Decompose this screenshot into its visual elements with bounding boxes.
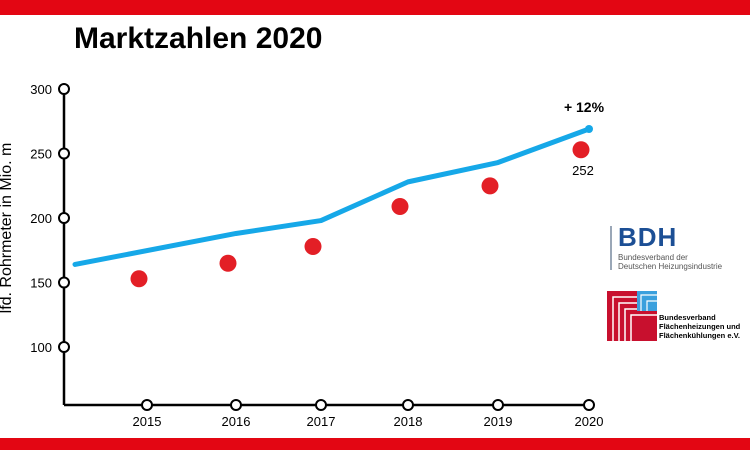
series-dot [219, 254, 237, 272]
series-dot [130, 270, 148, 288]
x-tick-marker [315, 399, 327, 411]
chart-axes: 100 150 200 250 300 2015 2016 2017 2018 2019 2020 [30, 82, 603, 429]
series-line-group [72, 124, 593, 267]
x-tick-label: 2020 [575, 414, 604, 429]
bottom-red-stripe [0, 438, 750, 450]
bdh-logo-line1: Bundesverband der [618, 253, 688, 262]
bdh-logo-subtitle: Bundesverband der Deutschen Heizungsindu… [618, 253, 743, 271]
y-tick-label: 150 [30, 276, 52, 291]
x-tick-marker [492, 399, 504, 411]
y-tick-label: 250 [30, 147, 52, 162]
x-tick-marker [230, 399, 242, 411]
bdh-logo-bar [610, 226, 612, 270]
x-tick-marker [402, 399, 414, 411]
series-dot [481, 177, 499, 195]
y-tick-label: 100 [30, 340, 52, 355]
chart-labels: + 12% 252 [564, 99, 605, 178]
top-red-stripe [0, 0, 750, 15]
bvf-logo-mark [607, 291, 657, 341]
y-tick-label: 300 [30, 82, 52, 97]
x-tick-label: 2015 [133, 414, 162, 429]
bvf-logo-line1: Bundesverband [659, 313, 716, 322]
data-label-2020: 252 [572, 163, 594, 178]
y-tick-marker [58, 212, 70, 224]
x-tick-marker [583, 399, 595, 411]
bvf-logo: Bundesverband Flächenheizungen und Fläch… [607, 291, 747, 343]
bdh-logo-line2: Deutschen Heizungsindustrie [618, 262, 723, 271]
annotation-growth: + 12% [564, 99, 605, 115]
y-tick-marker [58, 341, 70, 353]
x-tick-marker [141, 399, 153, 411]
bvf-logo-text: Bundesverband Flächenheizungen und Fläch… [659, 313, 750, 340]
series-dot [572, 141, 590, 159]
y-tick-label: 200 [30, 211, 52, 226]
series-dot [391, 198, 409, 216]
x-tick-label: 2016 [222, 414, 251, 429]
bdh-logo: BDH Bundesverband der Deutschen Heizungs… [608, 222, 738, 272]
x-tick-label: 2019 [484, 414, 513, 429]
series-dot [304, 238, 322, 256]
chart-title: Marktzahlen 2020 [74, 22, 323, 55]
x-tick-label: 2018 [394, 414, 423, 429]
x-tick-label: 2017 [307, 414, 336, 429]
y-tick-marker [58, 83, 70, 95]
bvf-logo-line3: Flächenkühlungen e.V. [659, 331, 740, 340]
y-tick-marker [58, 276, 70, 289]
series-line [72, 126, 592, 267]
bvf-logo-line2: Flächenheizungen und [659, 322, 741, 331]
series-line-endpoint [585, 124, 593, 133]
y-tick-marker [58, 147, 70, 160]
series-dots-group [130, 141, 590, 288]
bdh-logo-wordmark: BDH [618, 222, 678, 252]
